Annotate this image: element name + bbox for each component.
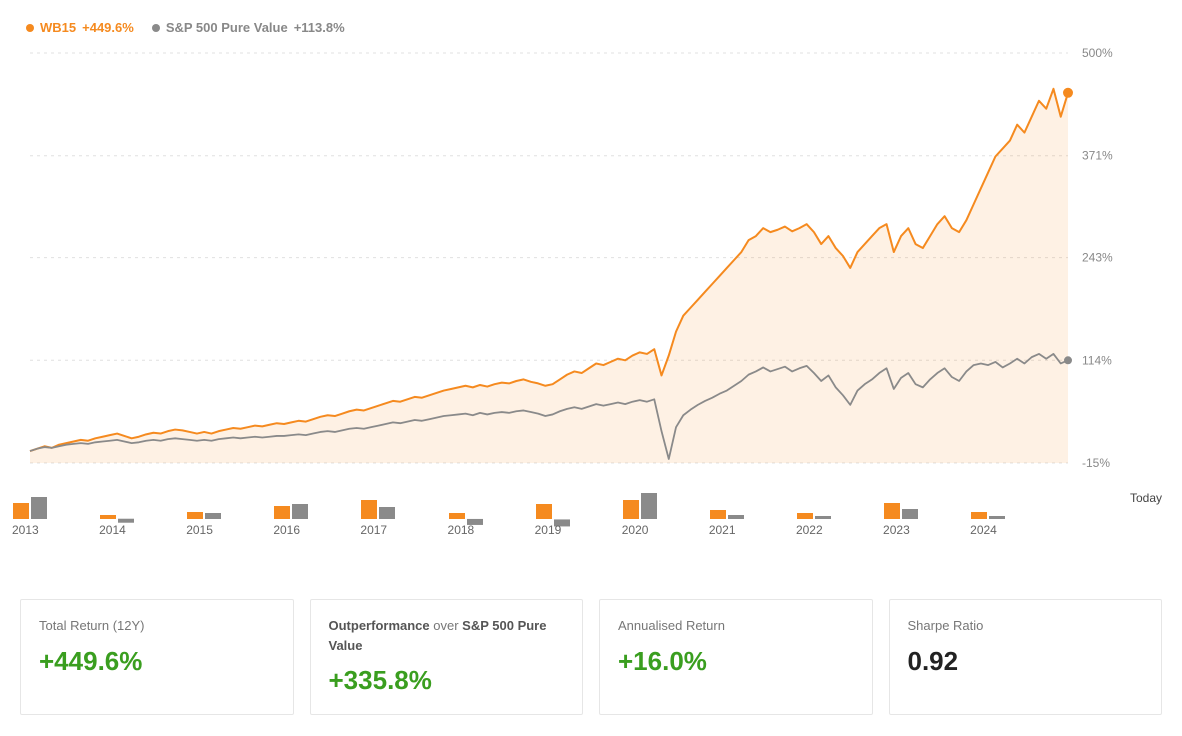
yearly-bar-a	[449, 513, 465, 519]
yearly-bar-pair[interactable]	[710, 510, 744, 519]
stat-value: +16.0%	[618, 646, 854, 677]
yearly-bar-a	[361, 500, 377, 519]
yearly-bar-a	[536, 504, 552, 519]
stat-title: Sharpe Ratio	[908, 616, 1144, 636]
performance-chart[interactable]: -15% 114% 243% 371% 500%	[20, 43, 1120, 473]
series-a-area	[30, 89, 1068, 463]
yearly-bar-pair[interactable]	[187, 512, 221, 519]
stat-value: +449.6%	[39, 646, 275, 677]
yearly-bar-a	[710, 510, 726, 519]
yearly-bar-pair[interactable]	[449, 513, 483, 519]
x-year-label: 2015	[186, 523, 213, 537]
x-year-label: 2016	[273, 523, 300, 537]
x-year-label: 2018	[448, 523, 475, 537]
yearly-bar-a	[797, 513, 813, 519]
stat-card[interactable]: Outperformance over S&P 500 Pure Value +3…	[310, 599, 584, 715]
legend-perf-b: +113.8%	[294, 20, 345, 35]
yearly-bar-pair[interactable]	[13, 497, 47, 519]
x-year-label: 2022	[796, 523, 823, 537]
yearly-bar-b	[989, 516, 1005, 519]
yearly-bar-pair[interactable]	[536, 504, 570, 519]
yearly-bar-pair[interactable]	[884, 503, 918, 519]
yearly-bar-b	[379, 507, 395, 519]
legend-dot-a	[26, 24, 34, 32]
legend-name-a: WB15	[40, 20, 76, 35]
legend-series-b[interactable]: S&P 500 Pure Value +113.8%	[152, 20, 345, 35]
stat-value: +335.8%	[329, 665, 565, 696]
stats-row: Total Return (12Y) +449.6% Outperformance …	[20, 599, 1162, 715]
yearly-bar-pair[interactable]	[623, 493, 657, 519]
x-year-label: 2024	[970, 523, 997, 537]
y-tick-label: -15%	[1082, 456, 1110, 470]
yearly-bar-a	[274, 506, 290, 519]
yearly-bar-a	[13, 503, 29, 519]
x-year-label: 2019	[535, 523, 562, 537]
legend-series-a[interactable]: WB15 +449.6%	[26, 20, 134, 35]
yearly-bar-b	[728, 515, 744, 519]
x-year-label: 2013	[12, 523, 39, 537]
yearly-bar-a	[187, 512, 203, 519]
x-year-label: 2017	[360, 523, 387, 537]
yearly-bar-pair[interactable]	[797, 513, 831, 519]
stat-title: Total Return (12Y)	[39, 616, 275, 636]
y-tick-label: 371%	[1082, 149, 1113, 163]
stat-card[interactable]: Sharpe Ratio 0.92	[889, 599, 1163, 715]
yearly-bar-b	[292, 504, 308, 519]
stat-value: 0.92	[908, 646, 1144, 677]
legend-perf-a: +449.6%	[82, 20, 134, 35]
stat-card[interactable]: Annualised Return +16.0%	[599, 599, 873, 715]
x-year-label: 2021	[709, 523, 736, 537]
yearly-bar-b	[815, 516, 831, 519]
series-b-end-marker[interactable]	[1064, 356, 1072, 364]
x-year-label: 2023	[883, 523, 910, 537]
yearly-bar-pair[interactable]	[100, 515, 134, 519]
yearly-bar-a	[971, 512, 987, 519]
x-year-label: 2014	[99, 523, 126, 537]
y-tick-label: 500%	[1082, 46, 1113, 60]
today-label: Today	[1130, 491, 1162, 505]
yearly-bar-a	[623, 500, 639, 519]
yearly-bar-b	[902, 509, 918, 519]
yearly-bar-a	[100, 515, 116, 519]
yearly-bar-pair[interactable]	[361, 500, 395, 519]
yearly-bar-b	[205, 513, 221, 519]
x-axis-labels: 2013201420152016201720182019202020212022…	[20, 523, 1162, 543]
stat-title: Annualised Return	[618, 616, 854, 636]
yearly-bar-a	[884, 503, 900, 519]
yearly-bar-pair[interactable]	[971, 512, 1005, 519]
y-tick-label: 114%	[1082, 353, 1112, 367]
series-a-end-marker[interactable]	[1063, 88, 1073, 98]
chart-legend: WB15 +449.6% S&P 500 Pure Value +113.8%	[20, 20, 1162, 35]
legend-dot-b	[152, 24, 160, 32]
chart-container: -15%114%243%371%500% Today 2013201420152…	[20, 43, 1162, 543]
yearly-bar-b	[641, 493, 657, 519]
yearly-bars-row: Today	[20, 479, 1162, 519]
y-tick-label: 243%	[1082, 251, 1113, 265]
stat-title: Outperformance over S&P 500 Pure Value	[329, 616, 565, 655]
yearly-bar-b	[31, 497, 47, 519]
x-year-label: 2020	[622, 523, 649, 537]
yearly-bar-pair[interactable]	[274, 504, 308, 519]
legend-name-b: S&P 500 Pure Value	[166, 20, 288, 35]
stat-card[interactable]: Total Return (12Y) +449.6%	[20, 599, 294, 715]
